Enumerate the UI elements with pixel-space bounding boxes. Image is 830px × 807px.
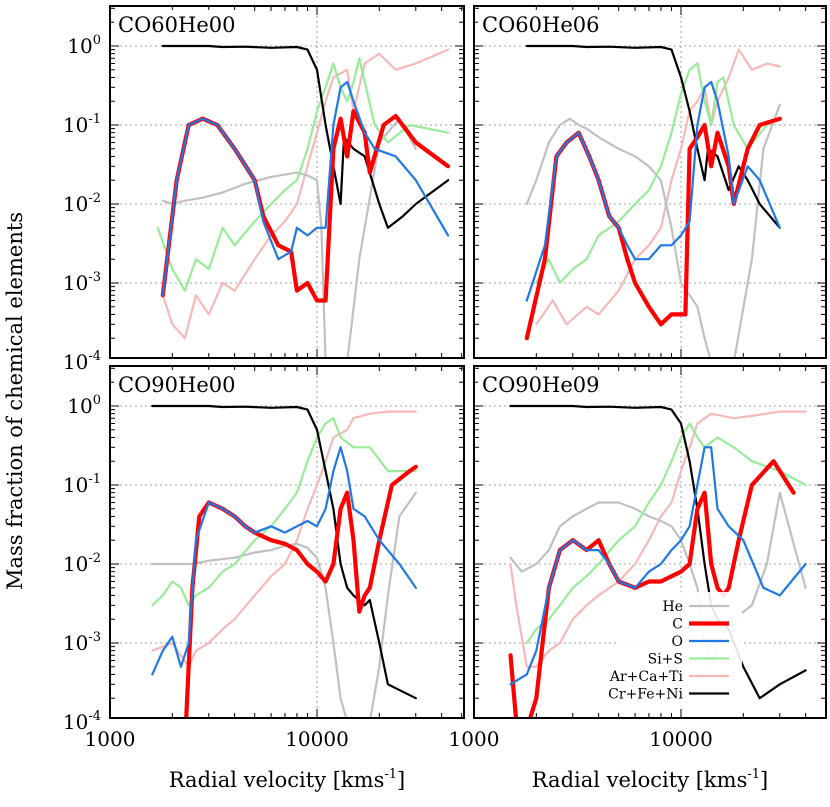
panel-title: CO60He06 — [482, 13, 599, 37]
series-line-cr-fe-ni — [509, 404, 807, 700]
series-line-si-s — [151, 417, 417, 607]
x-tick-label: 1000 — [449, 727, 500, 751]
series-line-ar-ca-ti — [161, 48, 450, 340]
series-line-o — [161, 80, 450, 297]
y-tick-label: 10-3 — [63, 630, 101, 655]
y-tick-label: 10-1 — [63, 472, 101, 497]
x-tick-label: 10000 — [285, 727, 349, 751]
series-line-ar-ca-ti — [535, 48, 781, 326]
series-lines — [524, 44, 782, 358]
panel-title-background — [114, 10, 240, 38]
series-lines — [151, 404, 418, 718]
series-line-cr-fe-ni — [161, 44, 450, 229]
tick-marks — [110, 6, 464, 358]
x-tick-label: 10000 — [649, 727, 713, 751]
legend-label: C — [672, 617, 683, 633]
y-tick-label: 100 — [67, 393, 101, 418]
series-line-he — [151, 491, 417, 718]
legend-label: O — [672, 634, 683, 650]
series-line-he — [161, 117, 417, 358]
grid — [474, 6, 826, 358]
x-axis-title: Radial velocity [kms-1] — [169, 767, 405, 792]
y-tick-label: 10-2 — [63, 551, 101, 576]
series-line-si-s — [525, 422, 807, 645]
panel-title-background — [114, 370, 240, 398]
panel-frame — [473, 5, 827, 359]
legend-label: Si+S — [648, 652, 683, 668]
series-line-c — [524, 116, 782, 341]
series-line-o — [525, 80, 781, 302]
y-tick-label: 10-4 — [63, 349, 101, 374]
legend-label: Ar+Ca+Ti — [609, 669, 684, 685]
grid — [110, 366, 464, 718]
panel-frame — [473, 365, 827, 719]
y-axis-title: Mass fraction of chemical elements — [3, 212, 27, 590]
x-tick-label: 1000 — [85, 727, 136, 751]
series-line-si-s — [156, 57, 450, 292]
panel-frame — [109, 365, 465, 719]
series-line-cr-fe-ni — [525, 44, 781, 229]
series-line-ar-ca-ti — [151, 410, 417, 668]
legend-background — [618, 592, 742, 708]
tick-marks — [474, 366, 826, 718]
y-tick-label: 10-4 — [63, 709, 101, 734]
tick-marks — [110, 366, 464, 718]
panel-title: CO60He00 — [118, 13, 235, 37]
panel-frame — [109, 5, 465, 359]
panel-CO60He00: CO60He00 100 10-1 10-2 10-3 10-4 — [63, 5, 465, 374]
series-line-o — [509, 446, 807, 686]
panel-CO90He09: CO90He09 1000 10000 Radial velocity [kms-1] — [449, 365, 827, 792]
axis-labels: Mass fraction of chemical elements — [3, 212, 27, 590]
panels-layer: CO60He00 100 10-1 10-2 10-3 10-4 CO60He06 CO90H… — [63, 5, 827, 792]
series-line-he — [525, 103, 781, 358]
series-line-c — [160, 109, 451, 303]
series-lines — [156, 44, 451, 358]
panel-title: CO90He09 — [482, 373, 599, 397]
legend: He CO Si+SAr+Ca+Ti Cr+Fe+Ni — [608, 592, 742, 708]
y-tick-label: 10-3 — [63, 270, 101, 295]
series-line-c — [184, 464, 418, 718]
grid — [110, 6, 464, 358]
legend-label: He — [663, 599, 684, 615]
series-line-si-s — [535, 62, 781, 285]
x-axis-title: Radial velocity [kms-1] — [532, 767, 768, 792]
legend-label: Cr+Fe+Ni — [608, 687, 683, 703]
y-tick-label: 10-1 — [63, 112, 101, 137]
y-tick-label: 10-2 — [63, 191, 101, 216]
series-line-o — [151, 446, 417, 676]
panel-title-background — [478, 10, 604, 38]
y-tick-label: 100 — [67, 33, 101, 58]
panel-title-background — [478, 370, 604, 398]
panel-title: CO90He00 — [118, 373, 235, 397]
panel-CO60He06: CO60He06 — [473, 5, 827, 359]
